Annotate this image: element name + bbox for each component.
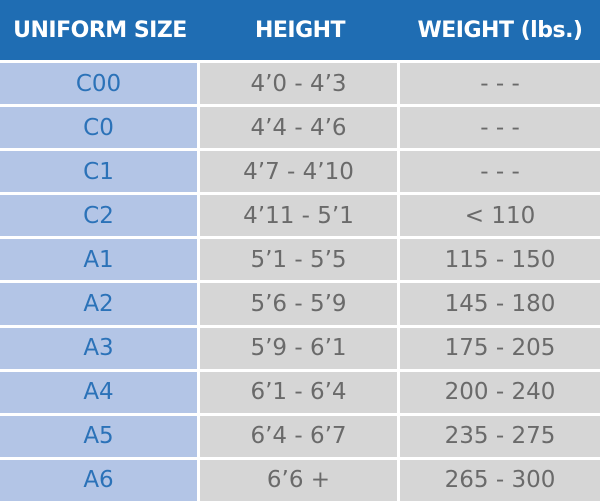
- size-cell: A3: [0, 327, 200, 372]
- value-cell: 4’11 - 5’1: [200, 195, 400, 240]
- table-row: A6 6’6 +265 - 300: [0, 459, 600, 501]
- table-row: C0 4’4 - 4’6- - -: [0, 107, 600, 152]
- value-cell: 235 - 275: [400, 415, 600, 460]
- table-row: C2 4’11 - 5’1 < 110: [0, 195, 600, 240]
- value-cell: 6’1 - 6’4: [200, 371, 400, 416]
- size-cell: A5: [0, 415, 200, 460]
- size-cell: C0: [0, 107, 200, 152]
- header-cell: UNIFORM SIZE: [0, 0, 200, 63]
- value-cell: 4’0 - 4’3: [200, 63, 400, 108]
- value-cell: 4’4 - 4’6: [200, 107, 400, 152]
- value-cell: - - -: [400, 107, 600, 152]
- size-cell: A6: [0, 459, 200, 501]
- header-row: UNIFORM SIZE HEIGHT WEIGHT (lbs.): [0, 0, 600, 63]
- value-cell: 5’9 - 6’1: [200, 327, 400, 372]
- value-cell: - - -: [400, 63, 600, 108]
- value-cell: 5’6 - 5’9: [200, 283, 400, 328]
- value-cell: < 110: [400, 195, 600, 240]
- value-cell: 5’1 - 5’5: [200, 239, 400, 284]
- size-cell: A4: [0, 371, 200, 416]
- value-cell: 6’6 +: [200, 459, 400, 501]
- size-cell: A1: [0, 239, 200, 284]
- header-cell: HEIGHT: [200, 0, 400, 63]
- size-cell: C00: [0, 63, 200, 108]
- value-cell: 4’7 - 4’10: [200, 151, 400, 196]
- table-body: C00 4’0 - 4’3- - - C0 4’4 - 4’6- - - C1 4’7 -…: [0, 63, 600, 501]
- table-row: A4 6’1 - 6’4 200 - 240: [0, 371, 600, 416]
- table-row: A3 5’9 - 6’1 175 - 205: [0, 327, 600, 372]
- value-cell: 175 - 205: [400, 327, 600, 372]
- value-cell: 115 - 150: [400, 239, 600, 284]
- size-cell: C2: [0, 195, 200, 240]
- value-cell: 265 - 300: [400, 459, 600, 501]
- value-cell: 200 - 240: [400, 371, 600, 416]
- size-cell: C1: [0, 151, 200, 196]
- table-row: A1 5’1 - 5’5 115 - 150: [0, 239, 600, 284]
- table-row: C00 4’0 - 4’3- - -: [0, 63, 600, 108]
- value-cell: 6’4 - 6’7: [200, 415, 400, 460]
- value-cell: - - -: [400, 151, 600, 196]
- size-cell: A2: [0, 283, 200, 328]
- table-row: C1 4’7 - 4’10- - -: [0, 151, 600, 196]
- header-cell: WEIGHT (lbs.): [400, 0, 600, 63]
- value-cell: 145 - 180: [400, 283, 600, 328]
- table-row: A5 6’4 - 6’7 235 - 275: [0, 415, 600, 460]
- table-row: A2 5’6 - 5’9 145 - 180: [0, 283, 600, 328]
